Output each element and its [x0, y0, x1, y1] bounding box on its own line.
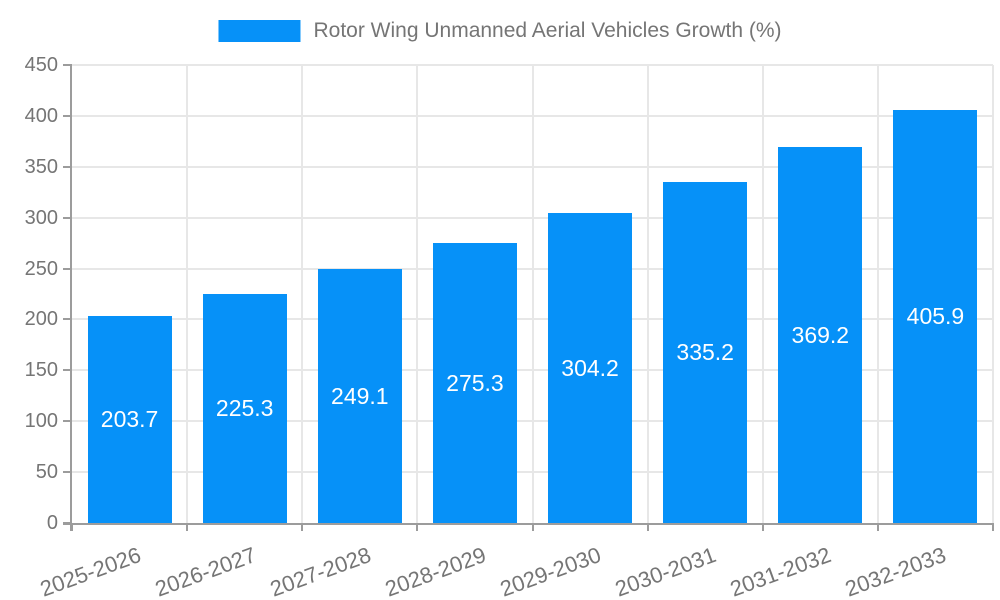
bar-value-label: 203.7: [100, 406, 159, 433]
y-gridline: [72, 369, 993, 372]
legend-label: Rotor Wing Unmanned Aerial Vehicles Grow…: [313, 19, 782, 42]
y-gridline: [72, 64, 993, 66]
y-tick: [63, 369, 72, 372]
x-gridline: [761, 65, 764, 523]
x-gridline: [186, 65, 189, 523]
y-gridline: [72, 165, 993, 168]
x-gridline: [876, 65, 879, 523]
y-tick: [63, 114, 72, 117]
bar-value-label: 405.9: [906, 303, 965, 330]
bar-value-label: 304.2: [561, 355, 619, 382]
y-gridline: [72, 216, 993, 219]
y-tick-label: 200: [24, 308, 58, 331]
y-gridline: [72, 318, 993, 321]
bar[interactable]: 203.7: [87, 315, 172, 523]
x-tick: [71, 523, 73, 531]
x-gridline: [531, 65, 534, 523]
x-tick: [876, 523, 879, 531]
bar-value-label: 275.3: [446, 369, 504, 396]
x-tick: [186, 523, 189, 531]
x-tick: [992, 523, 994, 531]
y-tick: [63, 318, 72, 321]
bar[interactable]: 249.1: [317, 269, 402, 523]
bar-value-label: 249.1: [331, 383, 389, 410]
bar[interactable]: 304.2: [548, 213, 633, 523]
y-tick: [63, 471, 72, 474]
legend-swatch: [218, 20, 301, 42]
x-tick: [531, 523, 534, 531]
y-tick-label: 50: [35, 461, 58, 484]
y-tick-label: 0: [46, 512, 58, 534]
y-tick-label: 400: [24, 104, 58, 127]
y-tick: [63, 64, 72, 66]
x-tick: [301, 523, 304, 531]
x-gridline: [992, 65, 994, 523]
y-tick-label: 350: [24, 155, 58, 178]
x-gridline: [301, 65, 304, 523]
x-gridline: [646, 65, 649, 523]
y-tick: [63, 165, 72, 168]
y-gridline: [72, 471, 993, 474]
y-tick-label: 250: [24, 257, 58, 280]
y-gridline: [72, 267, 993, 270]
x-tick: [416, 523, 419, 531]
bar[interactable]: 369.2: [778, 147, 863, 523]
bar[interactable]: 275.3: [432, 242, 517, 523]
y-gridline: [72, 420, 993, 423]
bar-value-label: 369.2: [791, 322, 850, 349]
y-gridline: [72, 114, 993, 117]
x-tick-label: 2032-2033: [842, 542, 950, 600]
bar-value-label: 225.3: [215, 395, 274, 422]
legend[interactable]: Rotor Wing Unmanned Aerial Vehicles Grow…: [218, 18, 782, 44]
y-tick: [63, 267, 72, 270]
y-tick-label: 300: [24, 206, 58, 229]
bar[interactable]: 405.9: [893, 109, 978, 523]
x-gridline: [416, 65, 419, 523]
x-tick: [761, 523, 764, 531]
y-tick-label: 150: [24, 359, 58, 382]
bar-value-label: 335.2: [676, 339, 734, 366]
bar[interactable]: 225.3: [202, 293, 287, 523]
bar[interactable]: 335.2: [663, 181, 748, 523]
y-tick: [63, 216, 72, 219]
x-axis-line: [63, 523, 993, 525]
y-tick: [63, 420, 72, 423]
y-tick-label: 100: [24, 410, 58, 433]
y-tick-label: 450: [24, 54, 58, 76]
y-axis-line: [70, 65, 72, 531]
x-tick: [646, 523, 649, 531]
